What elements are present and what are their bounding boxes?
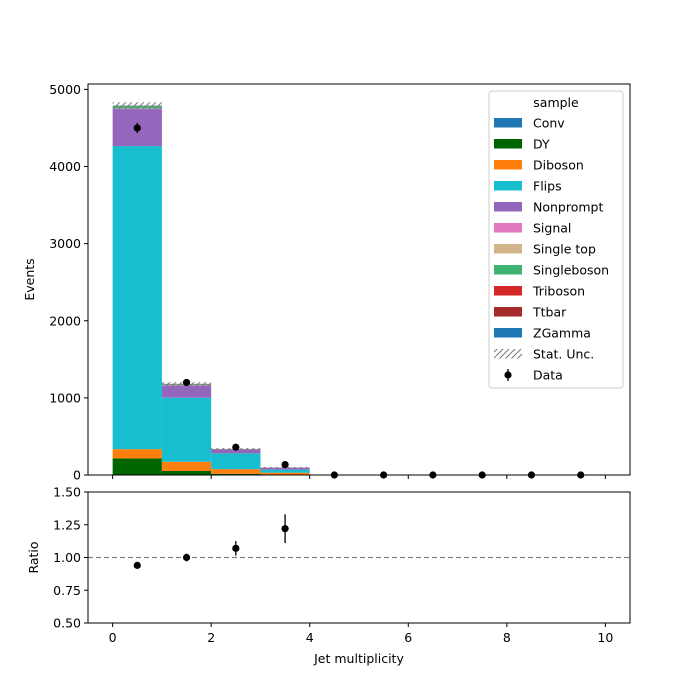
y-tick-label: 3000 (49, 236, 81, 251)
bar-diboson-bin-3 (260, 472, 310, 475)
y-tick-label: 4000 (49, 159, 81, 174)
legend-label: Single top (533, 242, 596, 257)
ratio-y-tick-label: 0.75 (53, 583, 81, 598)
legend-swatch-singleboson (494, 265, 522, 275)
legend-swatch-signal (494, 223, 522, 233)
ratio-y-tick-label: 0.50 (53, 616, 81, 631)
ratio-panel: 0.50 0.75 1.00 1.25 1.50 0 2 4 6 8 10 Ratio Jet mult… (26, 485, 631, 666)
data-point-2 (232, 443, 240, 451)
y-axis-label: Events (22, 258, 37, 300)
x-tick-label: 10 (597, 630, 613, 645)
x-tick-label: 2 (207, 630, 215, 645)
legend-swatch-dy (494, 139, 522, 149)
ratio-y-axis-label: Ratio (26, 541, 41, 573)
legend-swatch-single-top (494, 244, 522, 254)
legend-label: Triboson (532, 284, 585, 299)
legend-label: Signal (533, 221, 571, 236)
x-tick-label: 8 (503, 630, 511, 645)
legend: sample Conv DY Diboson Flips Nonprompt Signal S… (488, 90, 624, 389)
y-tick-label: 1000 (49, 390, 81, 405)
bar-dy-bin-0 (112, 458, 162, 475)
x-tick-label: 6 (404, 630, 412, 645)
legend-swatch-stat-unc (494, 349, 522, 359)
legend-swatch-conv (494, 118, 522, 128)
legend-swatch-ttbar (494, 307, 522, 317)
legend-title: sample (533, 95, 579, 110)
ratio-point-0 (133, 561, 141, 569)
legend-label: Flips (533, 179, 562, 194)
x-axis-label: Jet multiplicity (313, 651, 404, 666)
bar-nonprompt-bin-2 (211, 449, 261, 454)
ratio-y-tick-label: 1.50 (53, 485, 81, 500)
bar-diboson-bin-0 (112, 449, 162, 459)
bar-diboson-bin-2 (211, 469, 261, 474)
data-point-3 (281, 460, 289, 469)
legend-box (488, 90, 624, 389)
bar-flips-bin-0 (112, 146, 162, 450)
y-tick-label: 5000 (49, 82, 81, 97)
bar-nonprompt-bin-3 (260, 467, 310, 470)
stat-unc-bin-0 (112, 102, 162, 109)
legend-swatch-nonprompt (494, 202, 522, 212)
ratio-point-2 (232, 544, 240, 552)
bar-dy-bin-2 (211, 473, 261, 475)
legend-label: DY (533, 137, 550, 152)
legend-label: Data (533, 368, 563, 383)
data-point-1 (182, 378, 191, 387)
main-axes-frame (87, 83, 631, 476)
bar-flips-bin-3 (260, 469, 310, 473)
bar-dy-bin-1 (161, 470, 212, 475)
bar-nonprompt-bin-1 (161, 385, 212, 398)
x-tick-label: 0 (109, 630, 117, 645)
legend-label: Nonprompt (533, 200, 603, 215)
y-tick-label: 2000 (49, 313, 81, 328)
legend-swatch-flips (494, 181, 522, 191)
legend-label: Singleboson (533, 263, 609, 278)
ratio-point-3 (281, 525, 289, 533)
legend-label: Ttbar (532, 305, 567, 320)
legend-label: ZGamma (533, 326, 591, 341)
main-histogram-panel: 0 1000 2000 3000 4000 5000 Events (22, 82, 631, 483)
legend-swatch-diboson (494, 160, 522, 170)
legend-label: Conv (533, 116, 565, 131)
legend-label: Stat. Unc. (533, 347, 594, 362)
ratio-point-1 (182, 553, 191, 562)
data-point-0 (133, 124, 141, 132)
ratio-y-tick-label: 1.00 (53, 550, 81, 565)
y-tick-label: 0 (73, 468, 81, 483)
bar-diboson-bin-1 (161, 461, 212, 471)
legend-swatch-zgamma (494, 328, 522, 338)
ratio-y-tick-label: 1.25 (53, 517, 81, 532)
legend-data-marker (504, 371, 512, 379)
legend-swatch-triboson (494, 286, 522, 296)
x-tick-label: 4 (306, 630, 314, 645)
legend-label: Diboson (533, 158, 584, 173)
bar-flips-bin-2 (211, 453, 261, 470)
bar-flips-bin-1 (161, 397, 212, 462)
